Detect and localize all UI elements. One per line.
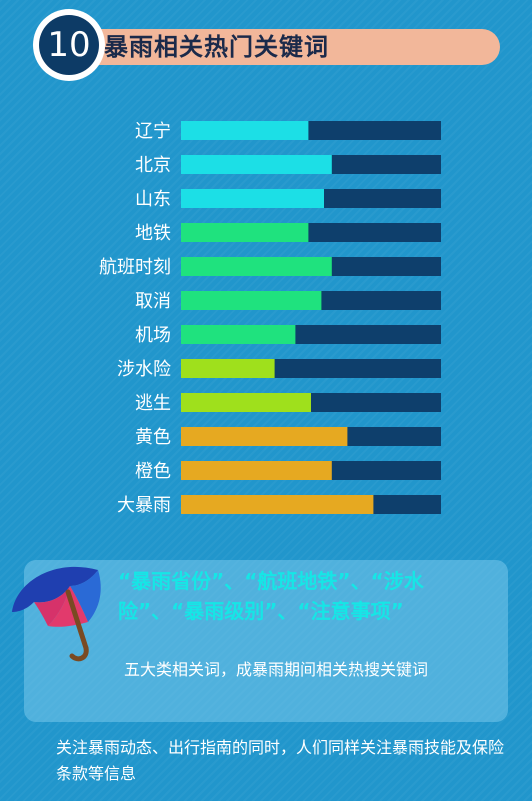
bar (181, 359, 275, 378)
bar (181, 121, 309, 140)
info-headline: “暴雨省份”、“航班地铁”、“涉水险”、“暴雨级别”、“注意事项” (118, 569, 424, 623)
footer-note: 关注暴雨动态、出行指南的同时，人们同样关注暴雨技能及保险条款等信息 (56, 738, 505, 783)
category-label: 山东 (135, 189, 171, 210)
bar (181, 495, 374, 514)
title-banner (88, 29, 500, 65)
category-label: 北京 (135, 155, 171, 176)
bar (181, 325, 296, 344)
bar (181, 427, 348, 446)
category-label: 涉水险 (117, 359, 171, 380)
category-label: 地铁 (135, 223, 171, 244)
umbrella-icon (12, 566, 101, 662)
number-badge: 10 (39, 15, 99, 75)
bar (181, 393, 311, 412)
category-label: 取消 (135, 291, 171, 312)
bar (181, 257, 332, 276)
info-box (24, 560, 508, 722)
category-label: 逃生 (135, 393, 171, 414)
bar (181, 223, 309, 242)
bar (181, 189, 324, 208)
category-label: 航班时刻 (99, 257, 171, 278)
category-label: 大暴雨 (117, 495, 171, 516)
category-label: 橙色 (135, 461, 171, 482)
category-label: 辽宁 (135, 121, 171, 142)
bar (181, 155, 332, 174)
page-title: 暴雨相关热门关键词 (104, 33, 329, 61)
bar (181, 291, 322, 310)
info-subtext: 五大类相关词，成暴雨期间相关热搜关键词 (124, 660, 429, 679)
bar (181, 461, 332, 480)
category-label: 黄色 (135, 427, 171, 448)
category-label: 机场 (135, 325, 171, 346)
